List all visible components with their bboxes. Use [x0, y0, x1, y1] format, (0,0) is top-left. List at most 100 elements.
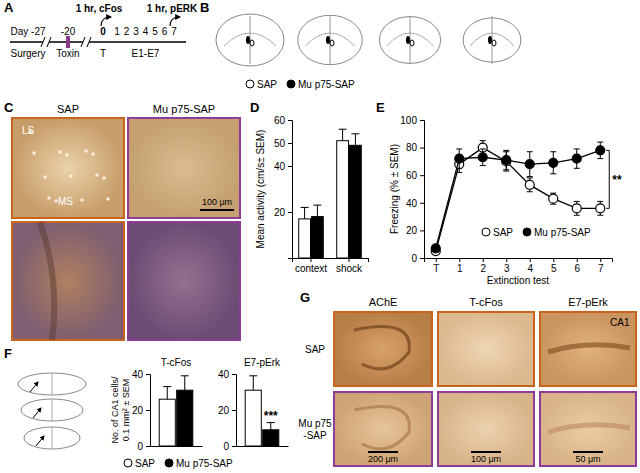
marker: [525, 180, 534, 189]
row-label: -SAP: [303, 430, 327, 441]
marker: [455, 154, 464, 163]
tick-label: 100: [400, 115, 417, 126]
bar: [299, 219, 311, 258]
region-label: CA1: [610, 317, 630, 328]
x-axis: [237, 446, 289, 448]
tick: 2: [480, 258, 486, 274]
stained-cell: [32, 151, 36, 155]
tick: 0: [137, 441, 150, 452]
axis-line: [420, 121, 425, 259]
x-axis-title: Extinction test: [487, 275, 549, 286]
stained-cell: [47, 196, 51, 200]
micrograph: [128, 222, 240, 340]
panel-g-photos: AChET-cFosE7-pErkSAPMu p75-SAPCA1200 μm1…: [298, 296, 636, 466]
tick: 60: [274, 115, 292, 126]
scale-label: 100 μm: [202, 197, 232, 207]
stained-cell: [58, 150, 62, 154]
legend-label: Mu p75-SAP: [534, 227, 591, 238]
stained-cell: [69, 174, 73, 178]
y-axis: 02040: [218, 369, 237, 452]
marker: [549, 194, 558, 203]
tick-mark: [553, 258, 554, 262]
axis-line: [288, 121, 293, 259]
series-line: [436, 148, 601, 252]
event-label: T: [100, 48, 106, 59]
tick-mark: [288, 120, 292, 121]
tick: 7: [598, 258, 604, 274]
probe-label: 1 hr, cFos: [76, 3, 123, 14]
legend-f: SAPMu p75-SAP: [124, 458, 233, 469]
bar: [245, 390, 261, 446]
day-label: 0: [100, 26, 106, 37]
legend: SAPMu p75-SAP: [482, 227, 591, 238]
stained-cell: [43, 175, 47, 179]
day-label: 2: [124, 26, 130, 37]
chart-f2: 02040E7-pErk***: [218, 357, 289, 452]
tick-label: 20: [274, 207, 286, 218]
tick-mark: [232, 446, 236, 447]
marker: [549, 158, 558, 167]
significance-bracket: [606, 150, 609, 208]
tick-mark: [420, 203, 424, 204]
stained-cell: [95, 173, 99, 177]
annotation: ***: [264, 409, 278, 423]
plot-marks: [299, 129, 362, 258]
tick-mark: [420, 120, 424, 121]
tick: 40: [132, 369, 150, 380]
event-label: Toxin: [56, 48, 79, 59]
error-bar: [163, 387, 171, 400]
tick-label: 6: [574, 263, 580, 274]
panel-f-sections: [18, 373, 86, 449]
tick-label: 40: [132, 369, 144, 380]
tick-mark: [459, 258, 460, 262]
tick: 20: [274, 207, 292, 218]
tick-mark: [146, 410, 150, 411]
axis-line: [293, 259, 369, 263]
panel-label: E: [376, 100, 385, 115]
panel-label: B: [200, 0, 209, 15]
tick-mark: [146, 374, 150, 375]
tick: 50: [274, 138, 292, 149]
legend-marker: [124, 459, 132, 467]
tick-label: 50: [274, 138, 286, 149]
tick: 40: [274, 161, 292, 172]
day-label: 3: [133, 26, 139, 37]
tick-label: 5: [551, 263, 557, 274]
tick-label: 20: [406, 225, 418, 236]
panel-label: F: [4, 346, 12, 361]
micrograph: [438, 392, 534, 466]
legend-label: Mu p75-SAP: [298, 79, 355, 90]
plot-marks: [159, 376, 193, 446]
y-axis: 20 40 50 60: [274, 115, 293, 259]
lesion-site: [326, 36, 330, 44]
event-label: Surgery: [10, 48, 45, 59]
tick-label: 20: [218, 405, 230, 416]
cell-layer: [548, 425, 630, 432]
bar: [350, 145, 362, 258]
tick: 100: [400, 115, 424, 126]
chart-title: T-cFos: [161, 357, 192, 368]
column-header: SAP: [57, 103, 79, 115]
column-header: E7-pErk: [568, 296, 608, 308]
legend-label: SAP: [257, 79, 277, 90]
event-label: E1-E7: [132, 48, 160, 59]
tick-label: 40: [274, 161, 286, 172]
plot-marks: [245, 376, 279, 446]
y-axis-title: No. of CA1 cells/: [110, 376, 120, 444]
probe-arrow: [170, 17, 180, 26]
tick-label: 0: [411, 253, 417, 264]
column-header: AChE: [369, 296, 398, 308]
error-bar: [249, 376, 257, 390]
toxin-marker: [66, 36, 70, 48]
figure: ABCDEFGDay -27-2001234567SurgeryToxinTE1…: [0, 0, 640, 473]
region-label: MS: [58, 196, 73, 207]
y-axis-title: 0.1 mm² ± SEM: [121, 379, 131, 441]
tick: 0: [223, 441, 236, 452]
marker: [525, 160, 534, 169]
y-axis-title: Mean activity (cm/s± SEM): [255, 130, 266, 249]
tick-mark: [420, 148, 424, 149]
stained-cell: [80, 198, 84, 202]
x-axis: contextshock: [293, 258, 369, 274]
panel-b-sections: SAP Mu p75-SAP: [216, 14, 521, 90]
tick: 60: [406, 170, 424, 181]
